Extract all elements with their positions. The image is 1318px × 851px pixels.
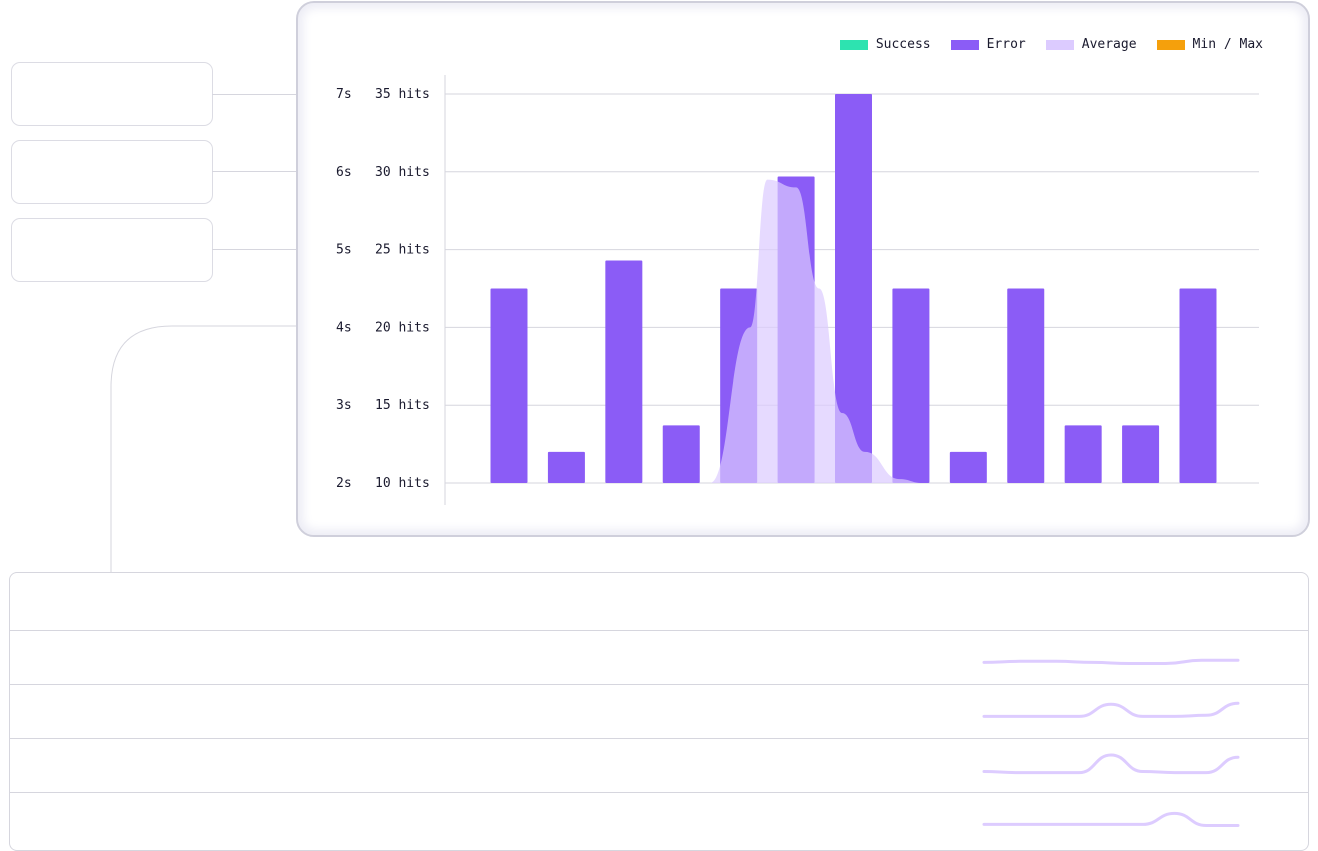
bar-error bbox=[1007, 288, 1045, 483]
legend-label-error: Error bbox=[986, 37, 1026, 52]
average-area bbox=[509, 179, 923, 483]
y-tick-label-seconds: 2s bbox=[336, 476, 352, 491]
table-row[interactable] bbox=[10, 684, 1308, 738]
table-header bbox=[10, 573, 1308, 630]
bar-error bbox=[547, 451, 585, 483]
bar-error bbox=[605, 260, 643, 483]
bar-error bbox=[662, 425, 700, 483]
y-tick-label-hits: 30 hits bbox=[375, 165, 430, 180]
info-card-1[interactable] bbox=[11, 62, 213, 126]
legend-error[interactable]: Error bbox=[950, 37, 1026, 52]
trend-sparkline bbox=[982, 753, 1240, 775]
chart-legend: Success Error Average Min / Max bbox=[839, 37, 1263, 52]
y-tick-label-seconds: 3s bbox=[336, 398, 352, 413]
y-tick-label-hits: 10 hits bbox=[375, 476, 430, 491]
bar-error bbox=[949, 451, 987, 483]
bar-error bbox=[892, 288, 930, 483]
y-tick-label-seconds: 7s bbox=[336, 87, 352, 102]
info-card-3[interactable] bbox=[11, 218, 213, 282]
legend-swatch-average bbox=[1045, 39, 1074, 50]
legend-average[interactable]: Average bbox=[1045, 37, 1137, 52]
trend-sparkline bbox=[982, 701, 1240, 718]
y-tick-label-seconds: 6s bbox=[336, 165, 352, 180]
bar-error bbox=[1122, 425, 1160, 483]
bar-error bbox=[490, 288, 528, 483]
info-card-2[interactable] bbox=[11, 140, 213, 204]
legend-swatch-min-max bbox=[1156, 39, 1185, 50]
legend-success[interactable]: Success bbox=[839, 37, 931, 52]
y-tick-label-hits: 25 hits bbox=[375, 243, 430, 258]
trend-sparkline bbox=[982, 658, 1240, 665]
legend-swatch-error bbox=[950, 39, 979, 50]
sparkline-path bbox=[982, 701, 1240, 718]
sparkline-path bbox=[982, 811, 1240, 827]
connector-line-1 bbox=[212, 94, 296, 95]
table-row[interactable] bbox=[10, 738, 1308, 792]
bar-error bbox=[1179, 288, 1217, 483]
y-tick-label-hits: 15 hits bbox=[375, 398, 430, 413]
bar-chart: 2s 10 hits 3s 15 hits 4s 20 hits 5s 25 hits 6s 30… bbox=[336, 75, 1259, 505]
legend-label-min-max: Min / Max bbox=[1192, 37, 1263, 52]
y-tick-label-hits: 35 hits bbox=[375, 87, 430, 102]
legend-label-average: Average bbox=[1081, 37, 1137, 52]
bar-error bbox=[1064, 425, 1102, 483]
legend-min-max[interactable]: Min / Max bbox=[1156, 37, 1263, 52]
sparkline-path bbox=[982, 658, 1240, 665]
y-tick-label-seconds: 5s bbox=[336, 243, 352, 258]
table-row[interactable] bbox=[10, 792, 1308, 846]
data-table bbox=[9, 572, 1309, 851]
table-row[interactable] bbox=[10, 630, 1308, 684]
y-tick-label-hits: 20 hits bbox=[375, 320, 430, 335]
bar-error bbox=[835, 94, 872, 483]
connector-line-3 bbox=[212, 249, 296, 250]
legend-label-success: Success bbox=[875, 37, 931, 52]
y-tick-label-seconds: 4s bbox=[336, 320, 352, 335]
trend-sparkline bbox=[982, 811, 1240, 827]
sparkline-path bbox=[982, 753, 1240, 775]
chart-panel: Success Error Average Min / Max 2s 10 hit… bbox=[296, 1, 1310, 537]
connector-line-2 bbox=[212, 171, 296, 172]
table-connector-curve bbox=[110, 325, 296, 572]
legend-swatch-success bbox=[839, 39, 868, 50]
